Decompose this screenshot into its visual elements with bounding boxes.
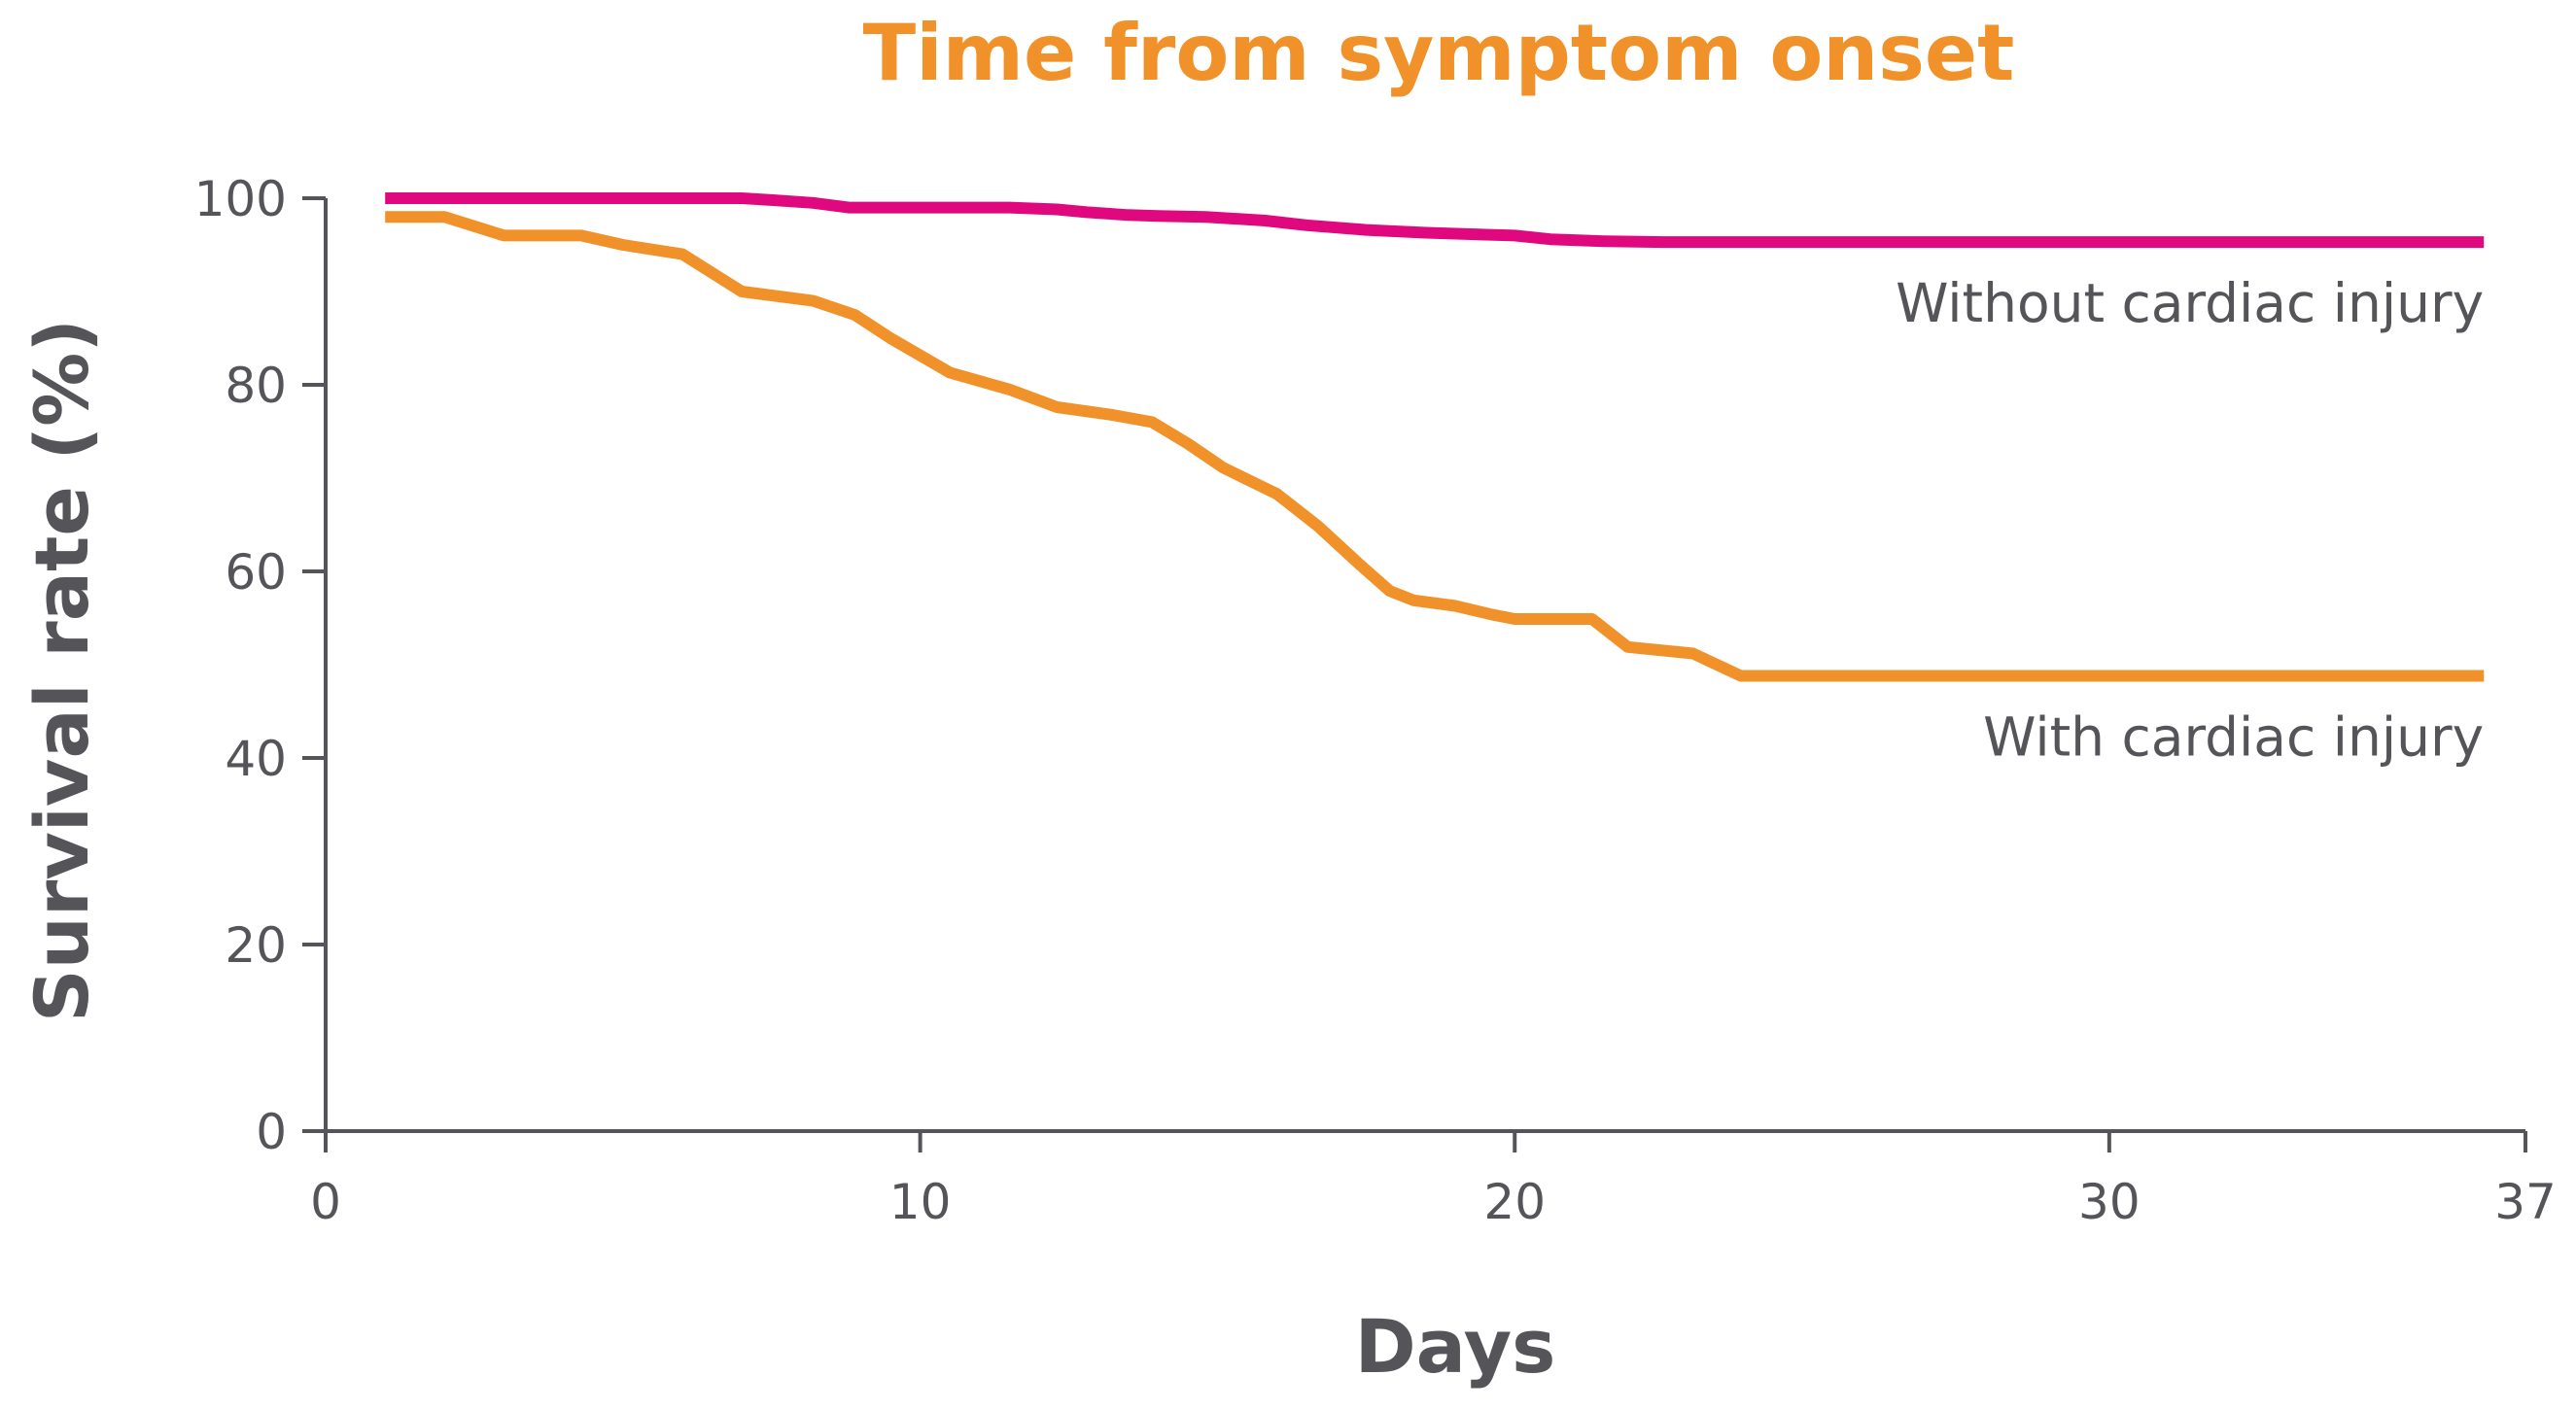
series-line-without-cardiac-injury: [385, 192, 2485, 249]
y-tick-label: 40: [225, 731, 287, 787]
y-tick-label: 20: [225, 917, 287, 974]
x-axis-title: Days: [1355, 1303, 1556, 1390]
y-tick-label: 60: [225, 544, 287, 601]
y-tick-label: 100: [194, 171, 287, 227]
x-tick-label: 20: [1483, 1174, 1546, 1230]
y-tick-label: 80: [225, 358, 287, 414]
series-label-without-cardiac-injury: Without cardiac injury: [1896, 272, 2484, 334]
axis-ticks: 0 20 40 60 80 100 0 10 20 30 37: [194, 171, 2557, 1230]
y-tick-label: 0: [256, 1104, 287, 1160]
x-tick-label: 30: [2078, 1174, 2141, 1230]
x-tick-label: 37: [2494, 1174, 2557, 1230]
chart-axes: [324, 198, 2525, 1133]
chart-title: Time from symptom onset: [863, 8, 2015, 98]
series-labels: Without cardiac injury With cardiac injur…: [1896, 272, 2484, 768]
series-lines: [385, 192, 2485, 682]
x-tick-label: 0: [310, 1174, 341, 1230]
x-tick-label: 10: [889, 1174, 952, 1230]
series-line-with-cardiac-injury: [385, 211, 2485, 682]
series-label-with-cardiac-injury: With cardiac injury: [1983, 706, 2484, 769]
y-axis-title: Survival rate (%): [18, 319, 105, 1022]
